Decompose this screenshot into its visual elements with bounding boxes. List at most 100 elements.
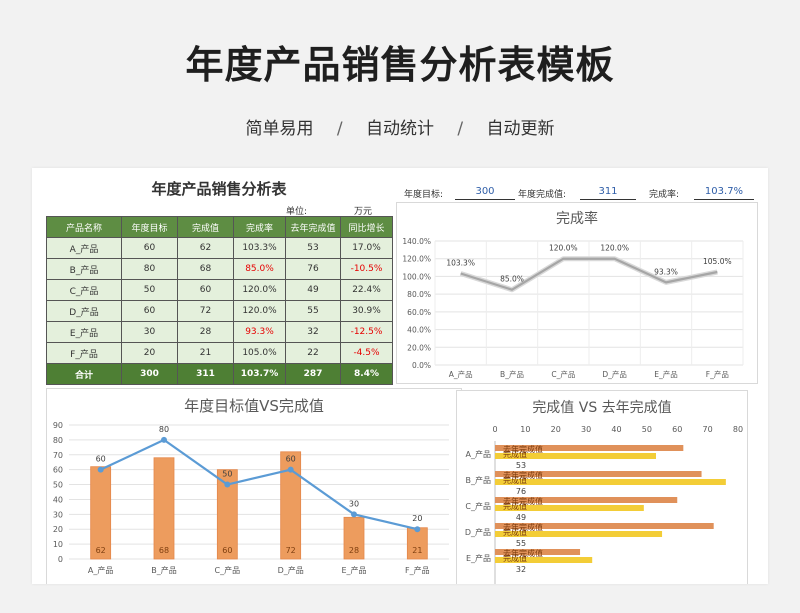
- table-row[interactable]: F_产品 20 21 105.0% 22 -4.5%: [46, 342, 393, 364]
- table-cell[interactable]: 50: [121, 279, 178, 301]
- table-cell[interactable]: -10.5%: [340, 258, 393, 280]
- table-cell[interactable]: 103.3%: [233, 237, 286, 259]
- series-line: [460, 257, 718, 291]
- table-row[interactable]: D_产品 60 72 120.0% 55 30.9%: [46, 300, 393, 322]
- target-vs-actual-svg: 年度目标值VS完成值 0 10 20 30 40 50 60 70 80 90 62 68 60 72 28 2…: [53, 397, 449, 575]
- table-cell[interactable]: 49: [285, 279, 341, 301]
- kpi-done-label: 年度完成值:: [518, 190, 567, 200]
- bar-series1: [495, 497, 678, 503]
- table-cell[interactable]: 311: [177, 363, 234, 385]
- table-cell[interactable]: 120.0%: [233, 300, 286, 322]
- table-cell[interactable]: -12.5%: [340, 321, 393, 343]
- overlap-label: 去年完成值: [503, 444, 543, 454]
- chart-title: 完成值 VS 去年完成值: [532, 400, 671, 416]
- table-cell[interactable]: 8.4%: [340, 363, 393, 385]
- table-cell[interactable]: C_产品: [46, 279, 122, 301]
- table-cell[interactable]: 28: [177, 321, 234, 343]
- target-vs-actual-chart[interactable]: 年度目标值VS完成值 0 10 20 30 40 50 60 70 80 90 62 68 60 72 28 2…: [46, 388, 462, 584]
- table-cell[interactable]: B_产品: [46, 258, 122, 280]
- table-row[interactable]: C_产品 50 60 120.0% 49 22.4%: [46, 279, 393, 301]
- table-cell[interactable]: 20: [121, 342, 178, 364]
- line-point: [97, 466, 104, 473]
- table-cell[interactable]: D_产品: [46, 300, 122, 322]
- table-cell[interactable]: 76: [285, 258, 341, 280]
- table-cell[interactable]: A_产品: [46, 237, 122, 259]
- y-tick-label: 70: [53, 451, 63, 460]
- line-data-label: 60: [286, 455, 296, 464]
- bar-data-label: 55: [516, 539, 526, 548]
- table-cell[interactable]: 62: [177, 237, 234, 259]
- y-tick-label: 30: [53, 510, 63, 519]
- y-tick-label: 80: [53, 436, 63, 445]
- bar-series2: [495, 531, 663, 537]
- kpi-rate-value[interactable]: 103.7%: [694, 186, 754, 200]
- table-cell[interactable]: 32: [285, 321, 341, 343]
- table-row[interactable]: E_产品 30 28 93.3% 32 -12.5%: [46, 321, 393, 343]
- table-cell[interactable]: F_产品: [46, 342, 122, 364]
- table-cell[interactable]: 85.0%: [233, 258, 286, 280]
- header-last-year: 去年完成值: [285, 216, 341, 238]
- completion-rate-chart[interactable]: 完成率 0.0% 20.0% 40.0% 60.0% 80.0% 100.0% 120.0% 1…: [396, 202, 758, 384]
- table-cell[interactable]: 55: [285, 300, 341, 322]
- table-cell[interactable]: 21: [177, 342, 234, 364]
- table-row[interactable]: A_产品 60 62 103.3% 53 17.0%: [46, 237, 393, 259]
- y-tick-label: 120.0%: [402, 255, 431, 264]
- table-cell[interactable]: 80: [121, 258, 178, 280]
- bar-series1: [495, 445, 684, 451]
- table-cell[interactable]: 103.7%: [233, 363, 286, 385]
- table-header-row: 产品名称 年度目标 完成值 完成率 去年完成值 同比增长: [46, 216, 393, 238]
- bar-series1: [495, 549, 581, 555]
- table-cell[interactable]: 120.0%: [233, 279, 286, 301]
- bar-data-label: 60: [222, 546, 232, 555]
- table-cell[interactable]: 53: [285, 237, 341, 259]
- bar-data-label: 21: [412, 546, 422, 555]
- unit-value: 万元: [354, 207, 373, 217]
- table-cell[interactable]: -4.5%: [340, 342, 393, 364]
- table-cell[interactable]: 30.9%: [340, 300, 393, 322]
- y-tick-label: 40: [53, 495, 63, 504]
- data-label: 103.3%: [446, 259, 475, 268]
- bar-series2: [495, 505, 644, 511]
- table-cell[interactable]: 合计: [46, 363, 122, 385]
- table-cell[interactable]: 30: [121, 321, 178, 343]
- series-line: [100, 438, 418, 531]
- table-cell[interactable]: E_产品: [46, 321, 122, 343]
- x-tick-label: 50: [642, 425, 652, 434]
- kpi-target-value[interactable]: 300: [455, 186, 515, 200]
- table-cell[interactable]: 68: [177, 258, 234, 280]
- y-tick-label: 20.0%: [407, 343, 431, 352]
- y-tick-label: 60.0%: [407, 308, 431, 317]
- page-subtitle: 简单易用 / 自动统计 / 自动更新: [0, 114, 800, 139]
- table-cell[interactable]: 60: [121, 300, 178, 322]
- overlap-label: 去年完成值: [503, 548, 543, 558]
- x-tick-label: 20: [551, 425, 561, 434]
- actual-vs-last-year-chart[interactable]: 完成值 VS 去年完成值 0 10 20 30 40 50 60 70 80 A_产品 去年完成值 完成…: [456, 390, 748, 584]
- kpi-target-label: 年度目标:: [404, 190, 444, 200]
- table-total-row[interactable]: 合计 300 311 103.7% 287 8.4%: [46, 363, 393, 385]
- table-cell[interactable]: 72: [177, 300, 234, 322]
- table-cell[interactable]: 287: [285, 363, 341, 385]
- x-tick-label: F_产品: [405, 565, 430, 575]
- table-cell[interactable]: 60: [177, 279, 234, 301]
- table-cell[interactable]: 60: [121, 237, 178, 259]
- table-cell[interactable]: 22.4%: [340, 279, 393, 301]
- overlap-label: 完成值: [503, 449, 527, 459]
- overlap-label: 完成值: [503, 475, 527, 485]
- subtitle-item-easy: 简单易用: [245, 119, 314, 139]
- table-cell[interactable]: 105.0%: [233, 342, 286, 364]
- subtitle-separator: /: [336, 119, 343, 139]
- table-row[interactable]: B_产品 80 68 85.0% 76 -10.5%: [46, 258, 393, 280]
- line-data-label: 30: [349, 499, 359, 508]
- x-tick-label: 80: [733, 425, 743, 434]
- table-cell[interactable]: 300: [121, 363, 178, 385]
- table-cell[interactable]: 22: [285, 342, 341, 364]
- header-rate: 完成率: [233, 216, 286, 238]
- table-cell[interactable]: 93.3%: [233, 321, 286, 343]
- x-tick-label: 60: [672, 425, 682, 434]
- kpi-rate-label: 完成率:: [649, 190, 680, 200]
- kpi-done-value[interactable]: 311: [580, 186, 636, 200]
- table-cell[interactable]: 17.0%: [340, 237, 393, 259]
- y-tick-label: A_产品: [466, 449, 491, 459]
- bar-series1: [495, 471, 702, 477]
